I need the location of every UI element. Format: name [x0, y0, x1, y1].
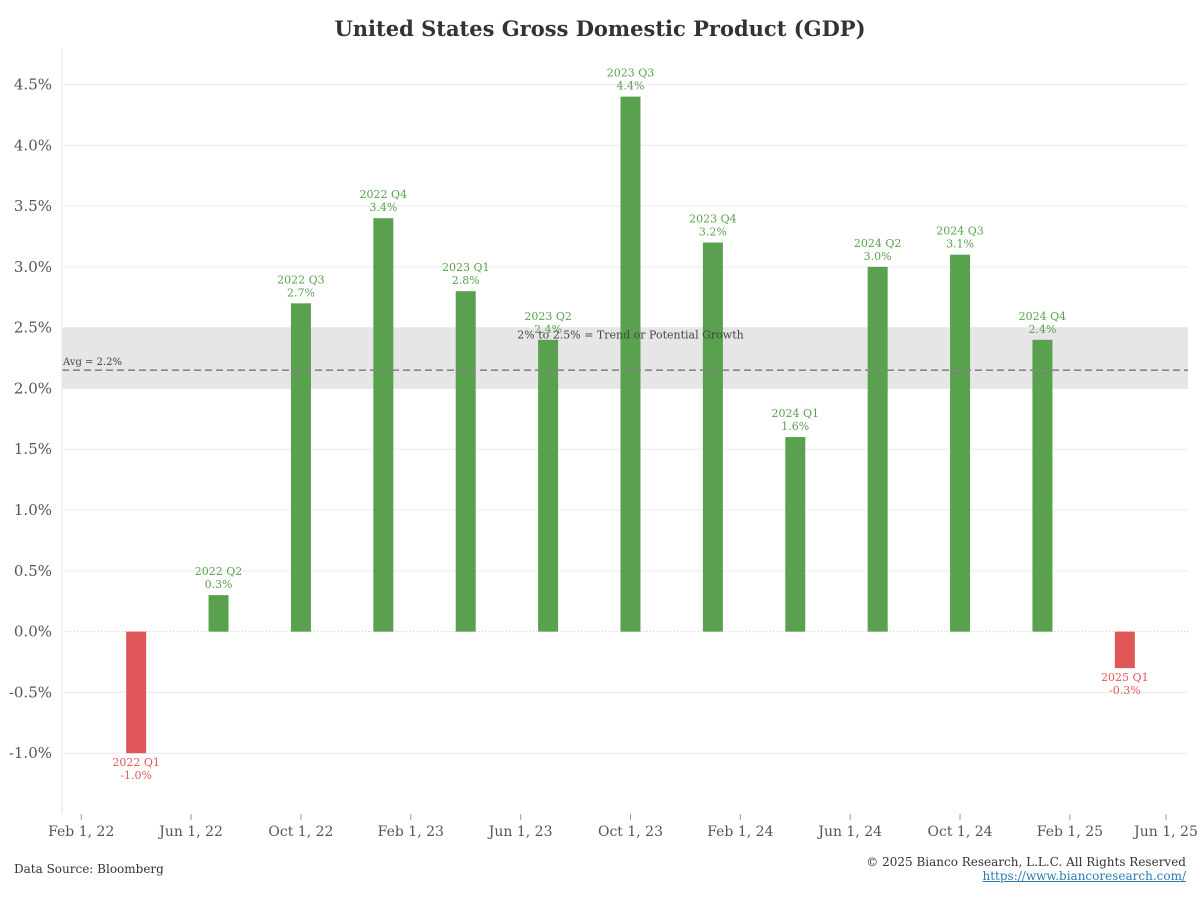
bar-value-label: 3.4% [369, 201, 397, 214]
x-tick-label: Jun 1, 25 [1132, 824, 1198, 840]
gdp-bar [290, 303, 311, 632]
bar-value-label: 4.4% [617, 80, 645, 93]
bar-quarter-label: 2025 Q1 [1101, 671, 1149, 684]
copyright: © 2025 Bianco Research, L.L.C. All Right… [866, 855, 1186, 869]
bar-value-label: 2.7% [287, 286, 315, 299]
trend-band-label: 2% to 2.5% = Trend or Potential Growth [517, 329, 743, 342]
data-source: Data Source: Bloomberg [14, 862, 164, 876]
gdp-bar [373, 218, 394, 632]
bar-value-label: 2.4% [1028, 323, 1056, 336]
y-tick-label: 3.0% [14, 258, 52, 276]
bar-quarter-label: 2023 Q3 [607, 67, 655, 80]
bar-quarter-label: 2024 Q3 [936, 225, 984, 238]
y-tick-label: 2.5% [14, 319, 52, 337]
bar-value-label: 0.3% [205, 578, 233, 591]
gdp-bar [785, 437, 806, 632]
bar-quarter-label: 2023 Q1 [442, 261, 490, 274]
x-tick-label: Jun 1, 24 [816, 824, 882, 840]
bar-layer [126, 96, 1135, 754]
gdp-bar [1114, 631, 1135, 669]
y-tick-label: -0.5% [9, 683, 52, 701]
bar-value-label: 3.2% [699, 226, 727, 239]
x-tick-label: Feb 1, 23 [378, 824, 444, 840]
x-tick-label: Jun 1, 23 [487, 824, 553, 840]
x-tick-label: Jun 1, 22 [157, 824, 223, 840]
bar-value-label: 3.1% [946, 238, 974, 251]
x-tick-label: Feb 1, 22 [48, 824, 114, 840]
y-tick-label: 0.5% [14, 562, 52, 580]
y-tick-label: 1.0% [14, 501, 52, 519]
bar-value-label: -1.0% [120, 769, 152, 782]
gdp-bar [126, 631, 147, 754]
x-tick-label: Feb 1, 25 [1037, 824, 1103, 840]
axis-layer: -1.0% -0.5% 0.0% 0.5% 1.0% 1.5% 2.0% 2.5% 3.0% 3.… [9, 48, 1198, 840]
y-tick-label: 2.0% [14, 379, 52, 397]
x-tick-label: Oct 1, 22 [268, 824, 333, 840]
bar-value-label: 2.8% [452, 274, 480, 287]
gdp-bar [538, 339, 559, 632]
bar-quarter-label: 2024 Q2 [854, 237, 902, 250]
gdp-bar [950, 254, 971, 632]
bar-quarter-label: 2023 Q4 [689, 213, 737, 226]
y-tick-label: 1.5% [14, 440, 52, 458]
bar-quarter-label: 2024 Q1 [772, 407, 820, 420]
y-tick-label: 4.5% [14, 75, 52, 93]
bar-quarter-label: 2022 Q4 [360, 188, 408, 201]
gdp-bar [1032, 339, 1053, 632]
y-tick-label: 3.5% [14, 197, 52, 215]
gdp-bar [867, 266, 888, 632]
bar-quarter-label: 2022 Q3 [277, 273, 325, 286]
data-label-layer: 2022 Q1-1.0% 2022 Q20.3% 2022 Q32.7% 2022 Q… [62, 67, 1188, 782]
website-link[interactable]: https://www.biancoresearch.com/ [982, 869, 1186, 883]
chart-title: United States Gross Domestic Product (GD… [334, 16, 866, 41]
bar-quarter-label: 2022 Q2 [195, 565, 243, 578]
gdp-bar [620, 96, 641, 632]
bar-value-label: 2.4% [534, 323, 562, 336]
bar-value-label: 1.6% [781, 420, 809, 433]
average-label: Avg = 2.2% [62, 357, 122, 368]
y-tick-label: 0.0% [14, 623, 52, 641]
x-tick-label: Oct 1, 24 [928, 824, 993, 840]
bar-quarter-label: 2024 Q4 [1019, 310, 1067, 323]
x-tick-label: Oct 1, 23 [598, 824, 663, 840]
y-tick-label: -1.0% [9, 744, 52, 762]
bar-quarter-label: 2023 Q2 [524, 310, 572, 323]
bar-value-label: 3.0% [864, 250, 892, 263]
gdp-bar [702, 242, 723, 632]
gdp-bar [208, 595, 229, 632]
bar-value-label: -0.3% [1109, 684, 1141, 697]
y-tick-label: 4.0% [14, 136, 52, 154]
gdp-bar [455, 291, 476, 632]
x-tick-label: Feb 1, 24 [707, 824, 773, 840]
bar-quarter-label: 2022 Q1 [112, 756, 160, 769]
